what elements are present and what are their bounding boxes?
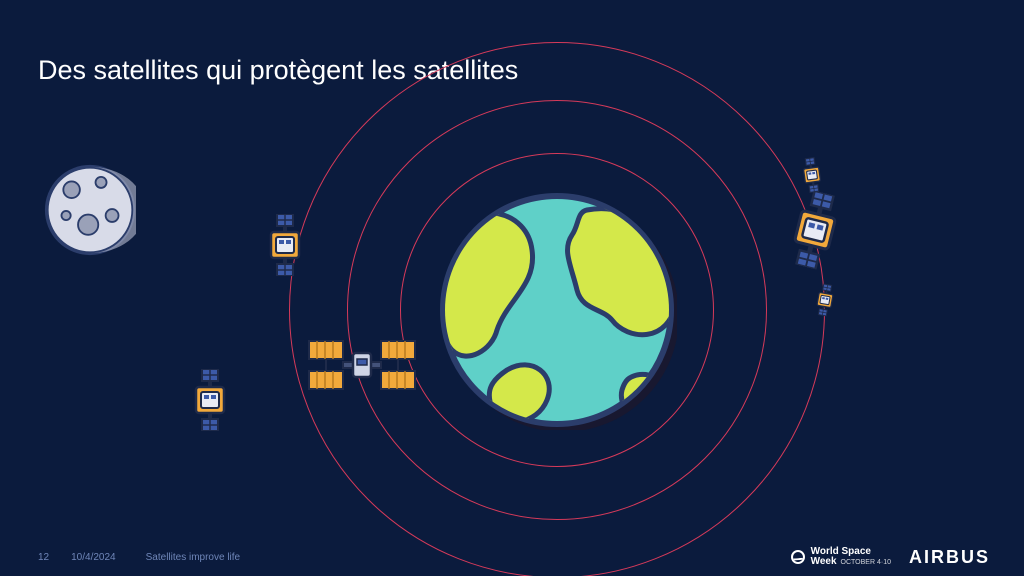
- earth-icon: [437, 190, 677, 430]
- footer-tagline: Satellites improve life: [146, 552, 240, 563]
- footer-date: 10/4/2024: [71, 552, 116, 563]
- world-space-week-logo: World Space WeekOCTOBER 4·10: [791, 547, 891, 567]
- orbit-ring: [289, 42, 825, 576]
- airbus-logo: AIRBUS: [909, 547, 990, 568]
- slide-title: Des satellites qui protègent les satelli…: [38, 55, 518, 86]
- moon-icon: [44, 164, 136, 256]
- slide: Des satellites qui protègent les satelli…: [0, 0, 1024, 576]
- wsw-dates: OCTOBER 4·10: [841, 559, 891, 566]
- scene-illustration: [0, 0, 1024, 576]
- space-station-icon: [307, 335, 417, 395]
- satellite-icon: [188, 369, 232, 431]
- orbit-ring: [400, 153, 714, 467]
- satellite-icon: [797, 155, 826, 196]
- satellite-icon: [811, 280, 839, 319]
- globe-icon: [791, 550, 805, 564]
- orbit-ring: [347, 100, 767, 520]
- page-number: 12: [38, 552, 49, 563]
- satellite-icon: [263, 214, 307, 276]
- wsw-line2: Week: [811, 556, 837, 567]
- footer: 12 10/4/2024 Satellites improve life Wor…: [0, 538, 1024, 576]
- satellite-icon: [780, 187, 851, 274]
